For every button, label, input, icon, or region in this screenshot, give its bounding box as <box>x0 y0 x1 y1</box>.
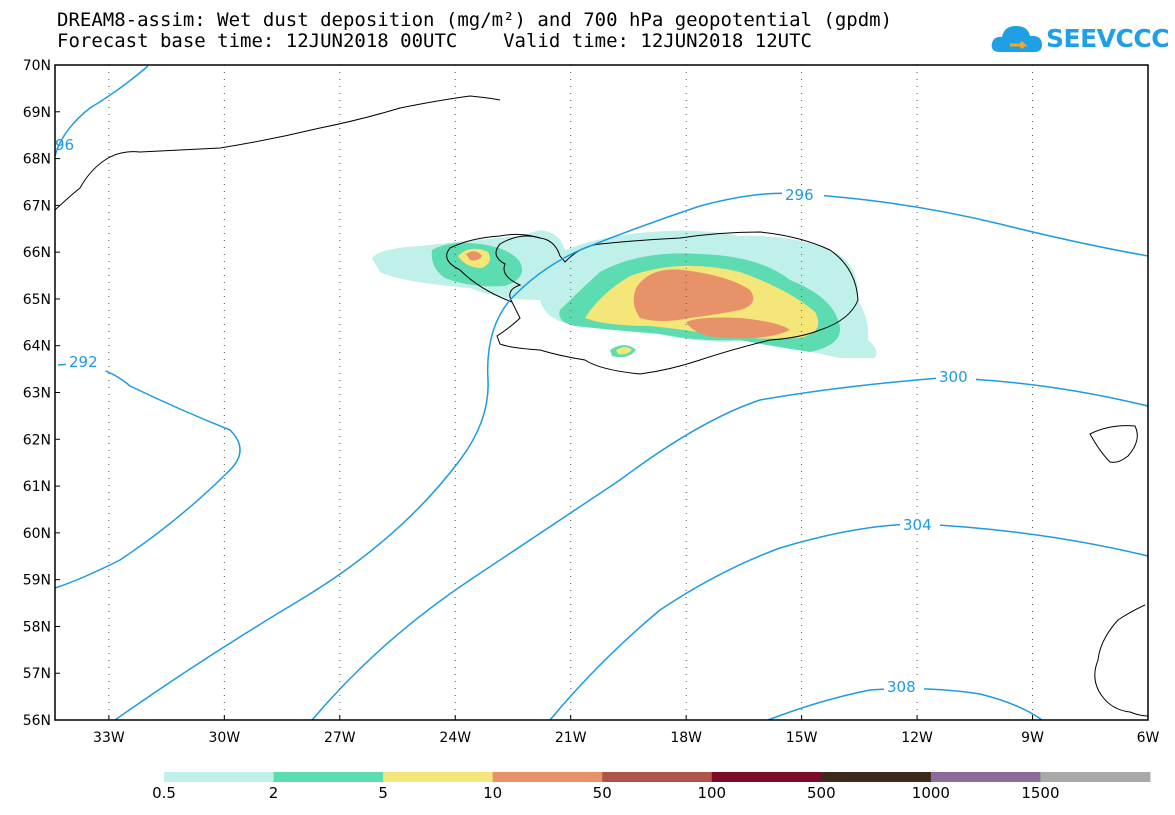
faroe-islands <box>1089 425 1138 463</box>
legend-swatch <box>930 772 1041 782</box>
contour-labels: 296 292 300 304 308 96 <box>55 136 976 696</box>
lon-label-27w: 27W <box>324 730 356 746</box>
legend-swatch <box>602 772 713 782</box>
map-frame <box>54 64 1149 721</box>
lon-label-21w: 21W <box>555 730 587 746</box>
lon-label-12w: 12W <box>901 730 933 746</box>
contour-label-304: 304 <box>903 516 932 534</box>
contour-292 <box>54 363 241 589</box>
legend-label: 500 <box>807 784 836 802</box>
contour-label-partial: 96 <box>55 136 74 154</box>
deposition-area-high <box>466 251 790 339</box>
lon-label-30w: 30W <box>209 730 241 746</box>
legend-label: 10 <box>483 784 503 802</box>
seevccc-logo: SEEVCCC <box>990 18 1170 62</box>
lat-label-61n: 61N <box>23 479 51 495</box>
legend-label: 0.5 <box>152 784 176 802</box>
scotland-coastline <box>1094 604 1149 717</box>
lat-label-56n: 56N <box>23 713 51 729</box>
legend-swatch <box>164 772 275 782</box>
longitude-labels: 33W 30W 27W 24W 21W 18W 15W 12W 9W 6W <box>93 730 1159 746</box>
lat-label-67n: 67N <box>23 198 51 214</box>
lon-label-24w: 24W <box>439 730 471 746</box>
legend-label: 1500 <box>1021 784 1060 802</box>
lat-label-68n: 68N <box>23 152 51 168</box>
legend-swatch <box>273 772 384 782</box>
legend-swatch <box>383 772 494 782</box>
greenland-coastline <box>54 95 501 211</box>
legend-swatch <box>1040 772 1151 782</box>
legend-label: 50 <box>592 784 612 802</box>
legend-swatch <box>821 772 932 782</box>
lat-label-70n: 70N <box>23 58 51 74</box>
lon-label-9w: 9W <box>1021 730 1044 746</box>
map-title-line-1: DREAM8-assim: Wet dust deposition (mg/m²… <box>57 9 893 31</box>
contour-304 <box>549 523 1149 721</box>
legend-swatch <box>492 772 603 782</box>
axis-ticks <box>55 64 1149 721</box>
lon-label-15w: 15W <box>786 730 818 746</box>
lon-label-6w: 6W <box>1137 730 1160 746</box>
deposition-legend-bar <box>164 772 1151 782</box>
lon-label-33w: 33W <box>93 730 125 746</box>
legend-label: 2 <box>268 784 279 802</box>
legend-swatch <box>711 772 822 782</box>
lon-label-18w: 18W <box>670 730 702 746</box>
iceland-westfjords <box>446 233 541 303</box>
contour-label-308: 308 <box>887 678 916 696</box>
contour-upper-left <box>54 65 149 157</box>
legend-label: 100 <box>697 784 727 802</box>
lat-label-63n: 63N <box>23 386 51 402</box>
contour-296 <box>114 192 1149 721</box>
lat-label-66n: 66N <box>23 245 51 261</box>
lat-label-59n: 59N <box>23 573 51 589</box>
contour-label-296: 296 <box>785 186 814 204</box>
lat-label-69n: 69N <box>23 105 51 121</box>
lat-label-57n: 57N <box>23 666 51 682</box>
contour-label-300: 300 <box>939 368 968 386</box>
dust-deposition-shading <box>372 230 877 358</box>
lat-label-64n: 64N <box>23 339 51 355</box>
map-title-line-2: Forecast base time: 12JUN2018 00UTC Vali… <box>57 30 812 52</box>
coastlines <box>54 95 1149 717</box>
latitude-labels: 70N 69N 68N 67N 66N 65N 64N 63N 62N 61N 60N 59N 58N 5… <box>23 58 51 729</box>
iceland-coastline <box>495 231 859 375</box>
legend-label: 5 <box>378 784 388 802</box>
legend-label: 1000 <box>911 784 950 802</box>
geopotential-contours <box>54 65 1149 721</box>
lat-label-60n: 60N <box>23 526 51 542</box>
graticule <box>108 65 1034 720</box>
lat-label-58n: 58N <box>23 619 51 635</box>
logo-text: SEEVCCC <box>1046 24 1170 53</box>
contour-300 <box>311 377 1149 721</box>
contour-label-292: 292 <box>69 353 98 371</box>
lat-label-65n: 65N <box>23 292 51 308</box>
cloud-icon <box>991 26 1042 52</box>
lat-label-62n: 62N <box>23 432 51 448</box>
